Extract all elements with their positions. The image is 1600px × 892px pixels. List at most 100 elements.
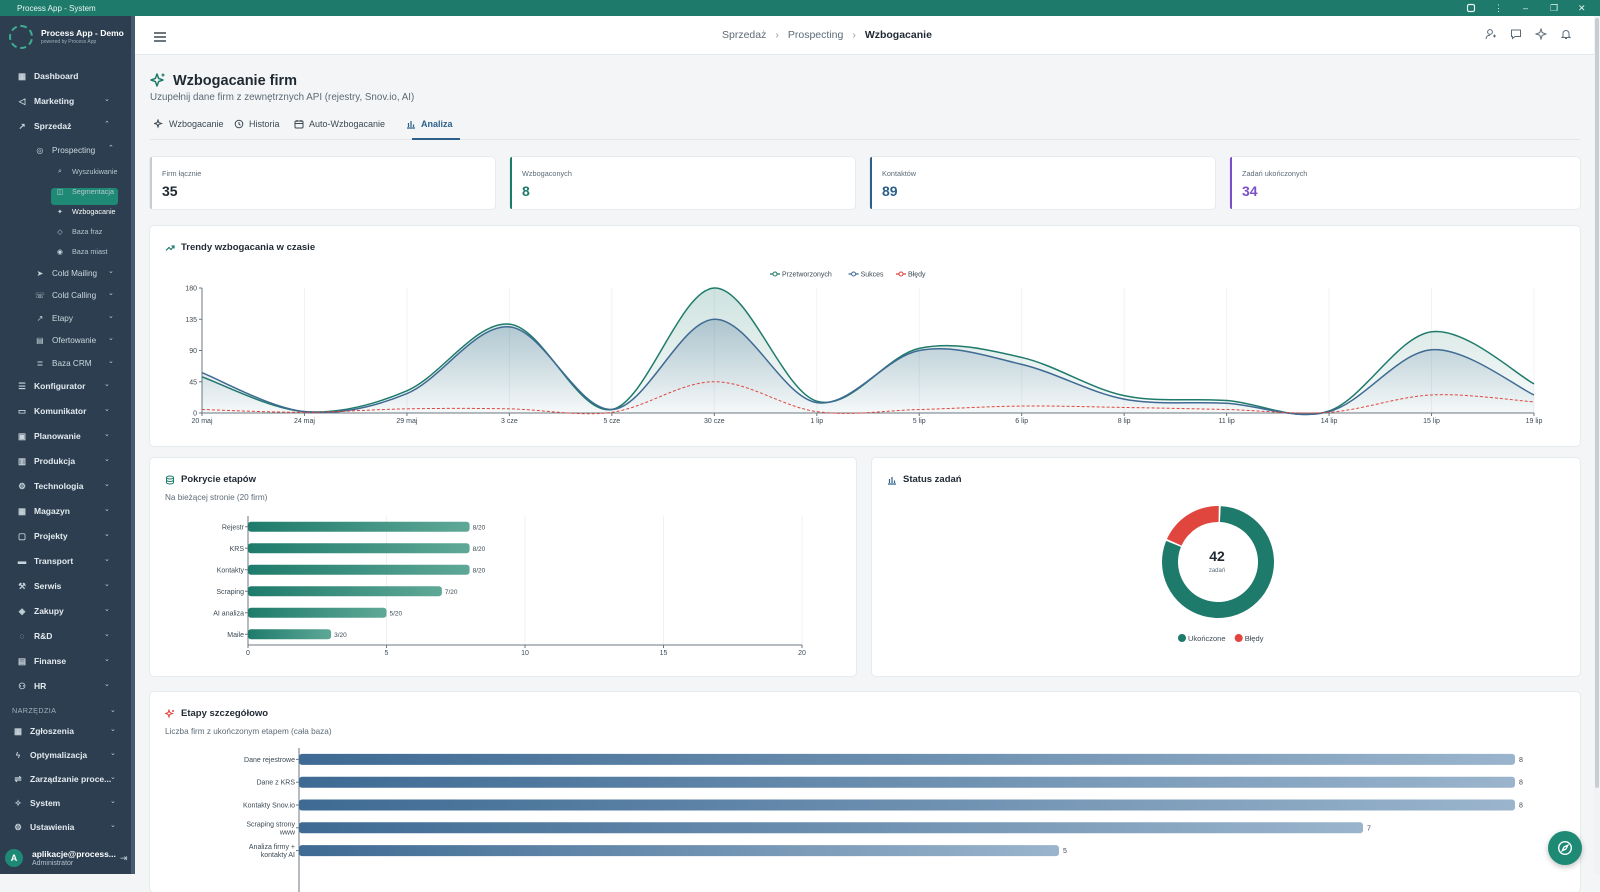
chevron-down-icon[interactable]: ⌄ [108,290,114,297]
chevron-down-icon[interactable]: ⌄ [104,556,110,563]
sidebar-item-baza-crm[interactable]: ≣ Baza CRM [34,357,92,369]
sidebar-item-wzbogacanie[interactable]: ✦ Wzbogacanie [54,205,116,217]
chevron-up-icon[interactable]: ⌃ [104,121,110,128]
sidebar-item-cold-calling[interactable]: ☏ Cold Calling [34,289,96,301]
sidebar-item-magazyn[interactable]: ▦ Magazyn [16,505,70,517]
sidebar-item-prospecting[interactable]: ◎ Prospecting [34,144,95,156]
sidebar-item-zakupy[interactable]: ◈ Zakupy [16,605,64,617]
sidebar-item-label: Dashboard [34,71,79,81]
scrollbar-thumb[interactable] [1595,18,1599,788]
stages-title: Etapy szczegółowo [165,708,268,719]
chevron-down-icon[interactable]: ⌄ [108,313,114,320]
sidebar-item-projekty[interactable]: ▢ Projekty [16,530,68,542]
sidebar-item-cold-mailing[interactable]: ➤ Cold Mailing [34,267,98,279]
sidebar-tool-ustawienia[interactable]: ⚙ Ustawienia [12,821,74,833]
user-profile[interactable]: A aplikacje@process... Administrator ⇥ [5,848,131,870]
sidebar-item-baza-fraz[interactable]: ◇ Baza fraz [54,225,102,237]
wrench-icon: ⚒ [18,580,26,591]
sidebar-item-technologia[interactable]: ⚙ Technologia [16,480,83,492]
compass-button[interactable] [1548,831,1582,865]
sidebar-tool-system[interactable]: ✧ System [12,797,60,809]
sidebar-item-konfigurator[interactable]: ☰ Konfigurator [16,380,85,392]
legend-label: Błędy [1245,634,1264,643]
sidebar-item-etapy[interactable]: ↗ Etapy [34,312,73,324]
sidebar-tool-optymalizacja[interactable]: ϟ Optymalizacja [12,749,87,761]
message-icon[interactable] [1509,27,1523,41]
sidebar-item-planowanie[interactable]: ▣ Planowanie [16,430,81,442]
bar [299,753,1515,765]
chevron-down-icon[interactable]: ⌄ [104,481,110,488]
chevron-up-icon[interactable]: ⌃ [108,145,114,152]
brand[interactable]: Process App - Demo powered by Process Ap… [9,23,129,53]
coverage-chart: 0 5 10 15 20 Rejestr 8/20 KRS 8/20 Kontakty 8/20 Sc… [213,516,806,657]
chevron-down-icon[interactable]: ⌄ [104,681,110,688]
tab-historia[interactable]: Historia [234,119,280,129]
sidebar-section-tools: NARZĘDZIA [12,706,57,715]
chevron-down-icon[interactable]: ⌄ [110,750,116,757]
bar [248,586,442,597]
sidebar-item-segmentacja[interactable]: ◫ Segmentacja [54,185,114,197]
chevron-down-icon[interactable]: ⌄ [110,707,116,714]
tab-wzbogacanie[interactable]: Wzbogacanie [154,119,224,129]
chevron-down-icon[interactable]: ⌄ [104,631,110,638]
more-menu-icon[interactable]: ⋮ [1494,2,1503,13]
chevron-down-icon[interactable]: ⌄ [104,506,110,513]
bar-label: 5 [1063,848,1067,855]
sidebar-item-serwis[interactable]: ⚒ Serwis [16,580,61,592]
extension-icon[interactable] [1466,0,1476,16]
chevron-down-icon[interactable]: ⌄ [104,381,110,388]
close-icon[interactable]: ✕ [1578,2,1586,13]
chevron-down-icon[interactable]: ⌄ [104,431,110,438]
chevron-down-icon[interactable]: ⌄ [104,456,110,463]
breadcrumb-item[interactable]: Prospecting [787,29,844,41]
sidebar-item-r-d[interactable]: ◌ R&D [16,630,52,642]
x-tick-label: 29 maj [396,418,417,425]
sidebar-item-transport[interactable]: ▬ Transport [16,555,73,567]
tab-analiza[interactable]: Analiza [406,119,453,129]
sidebar-tool-zarządzanie-proce-[interactable]: ⇌ Zarządzanie proce... [12,773,111,785]
chevron-down-icon[interactable]: ⌄ [108,358,114,365]
chevron-down-icon[interactable]: ⌄ [108,268,114,275]
category-label: Kontakty [217,567,245,574]
sidebar-item-ofertowanie[interactable]: ▤ Ofertowanie [34,334,96,346]
chevron-down-icon[interactable]: ⌄ [108,335,114,342]
sidebar-item-marketing[interactable]: ◁ Marketing [16,95,74,107]
chevron-down-icon[interactable]: ⌄ [110,774,116,781]
chevron-down-icon[interactable]: ⌄ [104,531,110,538]
sidebar-scrollbar[interactable] [131,16,135,874]
sidebar-item-finanse[interactable]: ▤ Finanse [16,655,66,667]
sidebar-item-wyszukiwanie[interactable]: ⌕ Wyszukiwanie [54,165,118,177]
chevron-down-icon[interactable]: ⌄ [110,726,116,733]
tab-auto-wzbogacanie[interactable]: Auto-Wzbogacanie [294,119,385,129]
sidebar-tool-zgłoszenia[interactable]: ▦ Zgłoszenia [12,725,74,737]
x-tick-label: 1 lip [810,418,823,425]
chevron-down-icon[interactable]: ⌄ [104,581,110,588]
minimize-icon[interactable]: – [1523,3,1529,13]
sidebar-item-hr[interactable]: ⚇ HR [16,680,46,692]
chevron-down-icon[interactable]: ⌄ [104,406,110,413]
sidebar-item-dashboard[interactable]: ▦ Dashboard [16,70,78,82]
category-label: Analiza firmy + [249,844,295,851]
stages-chart: Dane rejestrowe 8 Dane z KRS 8 Kontakty Snov… [243,748,1523,892]
sidebar-item-komunikator[interactable]: ▭ Komunikator [16,405,86,417]
sparkle-icon[interactable] [1534,27,1548,41]
main-scrollbar[interactable] [1594,16,1600,874]
chevron-down-icon[interactable]: ⌄ [104,96,110,103]
restore-icon[interactable]: ❐ [1550,2,1559,13]
stat-accent [150,157,152,209]
chevron-down-icon[interactable]: ⌄ [110,798,116,805]
chevron-down-icon[interactable]: ⌄ [104,606,110,613]
sidebar-item-produkcja[interactable]: ▥ Produkcja [16,455,75,467]
breadcrumb-item[interactable]: Sprzedaż [722,29,767,41]
hamburger-icon[interactable] [154,29,166,47]
sidebar-item-sprzedaż[interactable]: ↗ Sprzedaż [16,120,71,132]
bar-label: 7/20 [445,589,458,596]
bell-icon[interactable] [1559,27,1573,41]
user-switch-icon[interactable] [1484,27,1498,41]
chevron-down-icon[interactable]: ⌄ [110,822,116,829]
donut-total: 42 [1209,548,1225,564]
logout-icon[interactable]: ⇥ [120,853,128,863]
sidebar-item-baza-miast[interactable]: ◉ Baza miast [54,245,108,257]
chevron-down-icon[interactable]: ⌄ [104,656,110,663]
bar-label: 8 [1519,780,1523,787]
